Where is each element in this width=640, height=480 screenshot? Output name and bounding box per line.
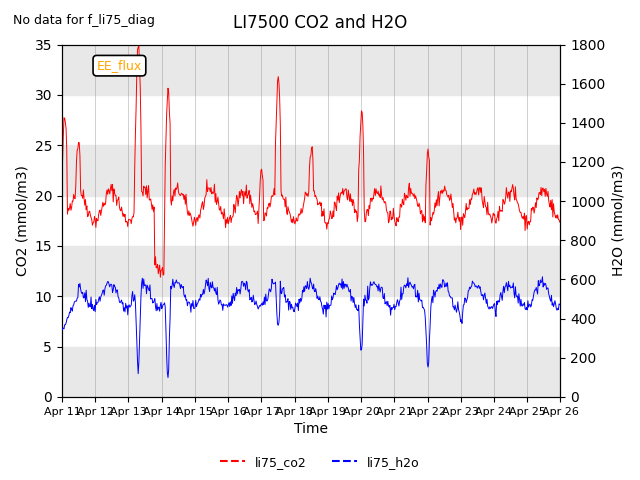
Legend: li75_co2, li75_h2o: li75_co2, li75_h2o bbox=[215, 451, 425, 474]
Bar bbox=[62, 347, 561, 397]
Bar bbox=[62, 145, 561, 195]
Text: No data for f_li75_diag: No data for f_li75_diag bbox=[13, 14, 155, 27]
Bar bbox=[62, 45, 561, 95]
Y-axis label: H2O (mmol/m3): H2O (mmol/m3) bbox=[611, 165, 625, 276]
X-axis label: Time: Time bbox=[294, 422, 328, 436]
Text: EE_flux: EE_flux bbox=[97, 59, 142, 72]
Text: LI7500 CO2 and H2O: LI7500 CO2 and H2O bbox=[233, 14, 407, 33]
Y-axis label: CO2 (mmol/m3): CO2 (mmol/m3) bbox=[15, 165, 29, 276]
Bar bbox=[62, 246, 561, 296]
